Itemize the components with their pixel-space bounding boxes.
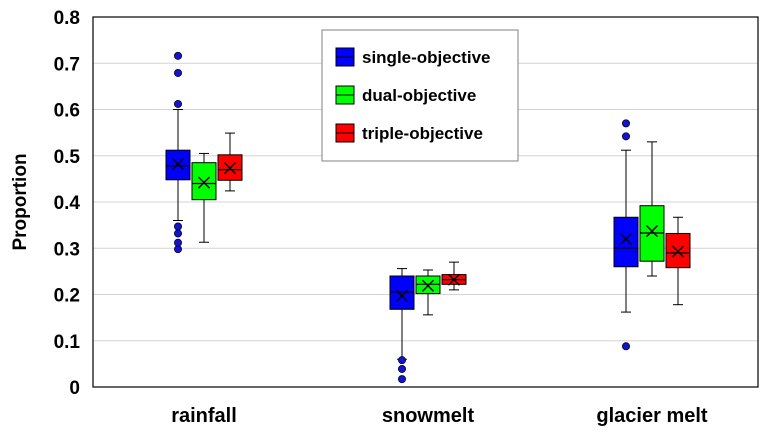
- x-category-labels: rainfall snowmelt glacier melt: [171, 405, 708, 427]
- legend: single-objective dual-objective triple-obj…: [321, 29, 519, 162]
- outlier-point: [622, 119, 631, 128]
- box-group: [217, 132, 243, 192]
- y-tick-labels: 0 0.1 0.2 0.3 0.4 0.5 0.6 0.7 0.8: [54, 8, 81, 399]
- y-tick-label: 0.1: [54, 332, 81, 353]
- y-axis-title: Proportion: [10, 153, 31, 250]
- y-tick-label: 0: [69, 378, 80, 399]
- box-group: [639, 141, 665, 277]
- y-tick-label: 0.4: [54, 193, 81, 214]
- box: [665, 232, 691, 269]
- mean-marker: [620, 233, 632, 245]
- outlier-point: [397, 375, 406, 384]
- legend-item: dual-objective: [335, 85, 476, 105]
- mean-marker: [672, 245, 684, 258]
- box-group: [665, 216, 691, 306]
- mean-marker: [172, 158, 184, 171]
- outlier-point: [622, 132, 631, 141]
- legend-frame: [321, 29, 519, 162]
- outlier-point: [173, 229, 182, 238]
- mean-marker: [224, 162, 236, 175]
- outlier-point: [173, 51, 182, 60]
- outlier-point: [397, 356, 406, 365]
- x-category-label: snowmelt: [382, 405, 475, 427]
- box-group: [613, 119, 639, 351]
- box: [191, 162, 217, 201]
- mean-marker: [646, 225, 658, 238]
- outlier-point: [622, 342, 631, 351]
- y-tick-label: 0.7: [54, 54, 80, 75]
- outlier-point: [173, 222, 182, 231]
- legend-label: single-objective: [362, 48, 490, 67]
- box-group: [389, 268, 415, 384]
- mean-marker: [448, 273, 460, 286]
- outlier-point: [173, 68, 182, 77]
- box-group: [191, 152, 217, 243]
- y-tick-label: 0.3: [54, 239, 80, 260]
- box-group: [165, 51, 191, 254]
- box-series: [165, 51, 691, 384]
- mean-marker: [198, 176, 210, 189]
- y-tick-label: 0.8: [54, 8, 80, 29]
- y-tick-label: 0.6: [54, 101, 80, 122]
- mean-marker: [396, 289, 408, 302]
- y-tick-label: 0.5: [54, 147, 81, 168]
- legend-item: single-objective: [335, 47, 490, 67]
- x-category-label: rainfall: [171, 405, 237, 427]
- legend-item: triple-objective: [335, 123, 483, 143]
- box-group: [415, 269, 441, 316]
- plot-frame: [92, 16, 759, 388]
- x-category-label: glacier melt: [596, 405, 708, 427]
- outlier-point: [397, 364, 406, 373]
- outlier-point: [173, 99, 182, 108]
- box: [613, 216, 639, 268]
- y-tick-label: 0.2: [54, 286, 80, 307]
- legend-label: dual-objective: [362, 86, 476, 105]
- legend-label: triple-objective: [362, 124, 483, 143]
- mean-marker: [422, 279, 434, 292]
- box-group: [441, 261, 467, 291]
- outlier-point: [173, 238, 182, 247]
